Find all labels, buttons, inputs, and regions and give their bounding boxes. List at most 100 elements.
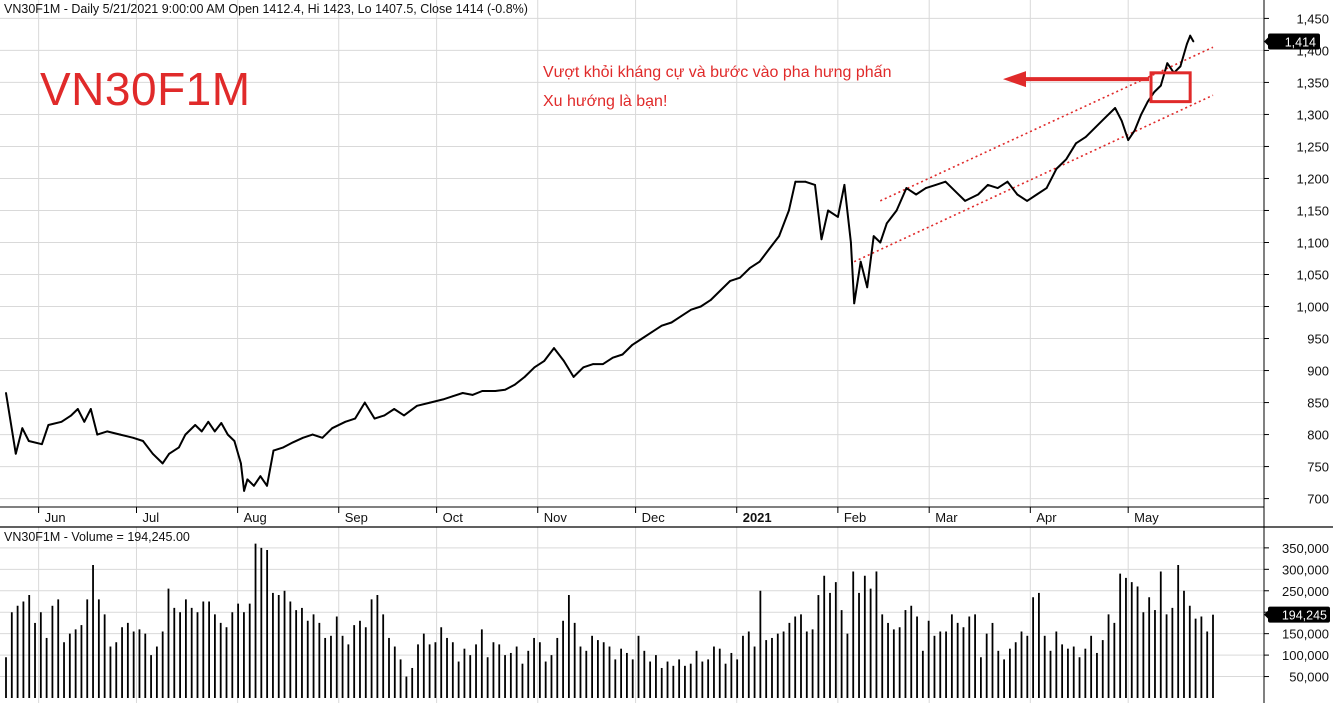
price-point — [964, 199, 966, 202]
price-point — [1189, 34, 1192, 37]
price-point — [177, 446, 180, 449]
date-tick-label: Mar — [935, 510, 958, 525]
price-point — [1026, 199, 1028, 202]
price-point — [814, 183, 816, 186]
price-point — [1035, 193, 1038, 196]
price-point — [641, 337, 644, 340]
date-tick-label: Jul — [142, 510, 159, 525]
price-point — [481, 390, 484, 392]
price-point — [344, 420, 347, 423]
price-point — [996, 187, 999, 189]
price-point — [1016, 193, 1019, 196]
price-point — [1084, 135, 1087, 138]
last-price-badge-label: 1,414 — [1285, 35, 1316, 49]
price-tick-label: 800 — [1307, 428, 1329, 443]
price-point — [1127, 139, 1130, 141]
price-point — [843, 183, 846, 186]
price-tick-label: 1,450 — [1296, 11, 1329, 26]
price-point — [1104, 116, 1107, 119]
price-point — [259, 475, 262, 478]
price-point — [194, 424, 197, 426]
price-point — [582, 366, 585, 369]
price-point — [504, 388, 507, 391]
price-tick-label: 900 — [1307, 364, 1329, 379]
price-point — [272, 449, 275, 452]
price-point — [885, 222, 888, 225]
price-point — [168, 452, 171, 455]
date-axis: Jun Jul Aug Sep Oct Nov Dec 2021 Feb Mar Apr May — [38, 507, 1159, 525]
price-point — [925, 187, 927, 189]
price-point — [239, 462, 242, 465]
annotation-line-1: Vượt khỏi kháng cự và bước vào pha hưng … — [543, 64, 892, 81]
price-point — [872, 235, 875, 237]
price-point — [611, 356, 614, 359]
annotation-arrow-head — [1003, 71, 1026, 88]
price-point — [690, 308, 692, 311]
price-point — [768, 247, 771, 250]
price-point — [850, 241, 852, 244]
price-point — [429, 401, 431, 404]
price-point — [60, 420, 63, 423]
price-point — [393, 408, 396, 410]
price-point — [905, 187, 908, 189]
price-point — [1006, 180, 1009, 183]
price-point — [621, 353, 624, 356]
price-point — [1075, 142, 1077, 145]
price-tick-label: 1,300 — [1296, 107, 1329, 122]
price-point — [331, 427, 334, 430]
price-point — [977, 193, 980, 196]
volume-series — [5, 543, 1214, 698]
price-point — [200, 430, 203, 433]
price-point — [40, 443, 43, 446]
price-tick-label: 1,100 — [1296, 235, 1329, 250]
price-point — [836, 215, 839, 218]
last-volume-badge-label: 194,245 — [1282, 609, 1327, 623]
last-volume-badge — [1268, 606, 1330, 623]
price-point — [442, 398, 445, 401]
price-series — [5, 34, 1195, 492]
price-point — [83, 420, 86, 423]
price-point — [719, 289, 722, 292]
symbol-label: VN30F1M — [40, 63, 251, 115]
price-point — [859, 260, 862, 263]
price-point — [680, 315, 683, 318]
price-point — [243, 490, 246, 492]
price-point — [866, 286, 869, 289]
price-point — [21, 427, 24, 430]
price-point — [670, 321, 673, 324]
price-point — [292, 441, 294, 444]
price-point — [373, 417, 376, 420]
price-point — [804, 180, 807, 183]
price-point — [631, 344, 634, 346]
price-point — [660, 324, 663, 327]
price-point — [14, 452, 17, 455]
price-tick-label: 700 — [1307, 492, 1329, 507]
price-axis: 700 750 800 850 900 950 1,000 1,050 1,100 1,150 1,… — [1264, 11, 1329, 507]
price-point — [827, 209, 829, 212]
volume-tick-label: 50,000 — [1289, 670, 1329, 685]
price-point — [572, 376, 575, 378]
price-tick-label: 1,200 — [1296, 171, 1329, 186]
price-point — [794, 180, 797, 183]
price-point — [739, 276, 741, 279]
price-point — [494, 390, 497, 392]
price-point — [416, 404, 418, 407]
price-point — [1192, 40, 1195, 43]
price-point — [1094, 126, 1097, 129]
price-point — [562, 360, 565, 362]
price-point — [96, 433, 99, 436]
date-tick-label: Dec — [642, 510, 666, 525]
date-tick-label: Jun — [45, 510, 66, 525]
date-tick-label: May — [1134, 510, 1159, 525]
price-point — [207, 420, 210, 423]
date-tick-label: Aug — [244, 510, 267, 525]
price-point — [553, 347, 555, 350]
price-point — [282, 446, 285, 449]
breakout-highlight-box — [1149, 71, 1192, 104]
price-point — [1120, 119, 1123, 122]
volume-panel-header: VN30F1M - Volume = 194,245.00 — [4, 530, 190, 544]
last-price-badge-pointer — [1264, 36, 1269, 47]
price-point — [523, 376, 526, 378]
price-point — [253, 484, 255, 487]
price-point — [1065, 158, 1068, 161]
